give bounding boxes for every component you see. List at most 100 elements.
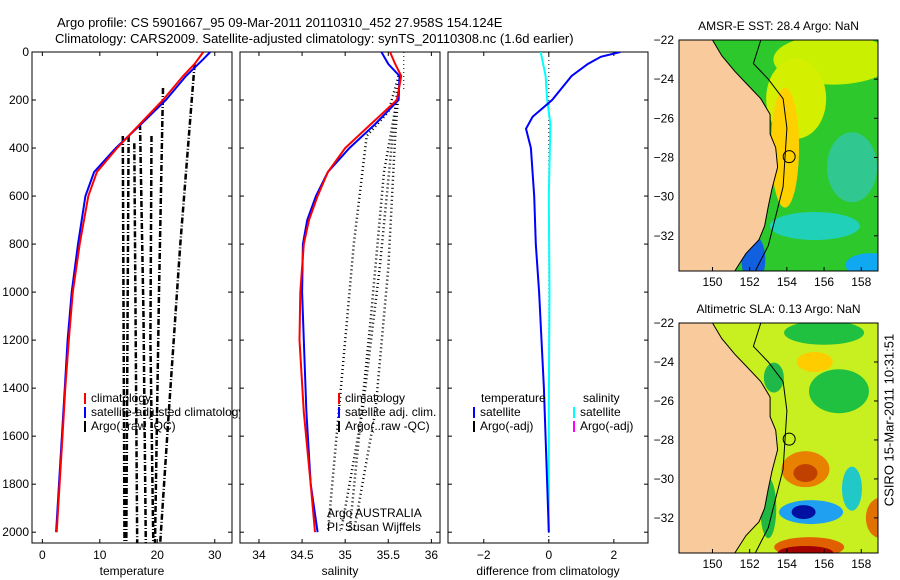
x-axis-label: temperature — [100, 564, 165, 578]
y-tick-label: −22 — [654, 33, 675, 47]
x-tick-label: 154 — [777, 275, 797, 289]
x-tick-label: 150 — [702, 557, 722, 571]
series-group — [298, 52, 403, 533]
high-region — [865, 498, 878, 538]
sla-map-panel: Altimetric SLA: 0.13 Argo: NaN 150 152 154 1… — [654, 302, 879, 571]
series-line-argo-raw-qc- — [158, 63, 196, 543]
series-line-argo-raw-qc- — [133, 143, 139, 543]
y-tick-label: −30 — [654, 472, 675, 486]
series-line-argo-raw-qc- — [149, 135, 155, 543]
series-line-salinity-satellite — [539, 52, 552, 533]
high-core — [777, 546, 834, 553]
legend-label: Argo(-adj) — [480, 419, 533, 433]
y-tick-label: 1200 — [2, 333, 29, 347]
y-tick-label: −22 — [654, 316, 675, 330]
sst-map-panel: AMSR-E SST: 28.4 Argo: NaN 150 152 154 156 15… — [654, 19, 879, 289]
y-tick-label: 600 — [9, 189, 29, 203]
x-axis-label: difference from climatology — [476, 564, 619, 578]
title-line-2: Climatology: CARS2009. Satellite-adjuste… — [55, 31, 574, 46]
temperature-panel: 0 10 20 30 temperature 0 200 400 600 800 1000 1200 1… — [2, 45, 244, 578]
series-group — [55, 52, 211, 543]
y-tick-label: −24 — [654, 72, 675, 86]
y-tick-label: −32 — [654, 229, 675, 243]
cool-region — [769, 211, 860, 240]
x-axis-label: salinity — [322, 564, 359, 578]
y-tick-label: −24 — [654, 355, 675, 369]
x-tick-label: 10 — [93, 548, 107, 562]
x-tick-label: 35.5 — [377, 548, 401, 562]
y-tick-label: −30 — [654, 190, 675, 204]
annotation-line-1: Argo AUSTRALIA — [327, 506, 422, 520]
series-line-temperature-satellite — [524, 52, 621, 533]
x-tick-label: 154 — [777, 557, 797, 571]
x-tick-label: 34.5 — [290, 548, 314, 562]
x-tick-label: 0 — [545, 548, 552, 562]
y-tick-label: 1000 — [2, 285, 29, 299]
y-tick-label: 200 — [9, 93, 29, 107]
legend-label: climatology — [345, 391, 405, 405]
y-tick-label: −32 — [654, 511, 675, 525]
y-tick-label: −26 — [654, 111, 675, 125]
series-line-argo-raw-qc- — [121, 135, 126, 543]
isobath-contour — [752, 323, 788, 553]
series-line-argo-raw-qc- — [138, 123, 148, 543]
legend-swatch — [338, 407, 340, 418]
x-tick-label: 152 — [740, 275, 760, 289]
isobath-contour — [752, 40, 788, 271]
legend-swatch — [473, 421, 475, 432]
x-tick-label: 156 — [814, 275, 834, 289]
legend-header: temperature — [481, 391, 546, 405]
legend-label: satellite-adjusted climatology — [91, 405, 244, 419]
plot-frame — [239, 51, 441, 544]
x-tick-label: 152 — [740, 557, 760, 571]
y-tick-label: 2000 — [2, 525, 29, 539]
y-tick-label: 800 — [9, 237, 29, 251]
y-tick-label: 1400 — [2, 381, 29, 395]
legend-swatch — [84, 393, 86, 404]
x-tick-label: 158 — [851, 275, 871, 289]
x-tick-label: 30 — [208, 548, 222, 562]
map-frame — [678, 322, 879, 554]
map-title: AMSR-E SST: 28.4 Argo: NaN — [698, 19, 859, 33]
salinity-panel: 34 34.5 35 35.5 36 salinity climatologysatelli… — [239, 51, 441, 578]
series-line-argo-raw-qc- — [348, 99, 399, 533]
y-tick-label: −28 — [654, 433, 675, 447]
y-tick-label: −26 — [654, 394, 675, 408]
profile-location-marker — [782, 432, 796, 446]
y-tick-label: 1600 — [2, 429, 29, 443]
low-region — [808, 369, 869, 414]
x-tick-label: 150 — [702, 275, 722, 289]
series-line-argo-raw-qc- — [339, 75, 400, 533]
x-tick-label: 0 — [39, 548, 46, 562]
x-tick-label: −2 — [477, 548, 491, 562]
legend-swatch — [573, 407, 575, 418]
x-tick-label: 20 — [151, 548, 165, 562]
low-region — [784, 323, 865, 345]
map-frame — [678, 39, 879, 272]
series-line-climatology — [298, 52, 403, 533]
x-tick-label: 34 — [252, 548, 266, 562]
cool-region — [826, 132, 877, 203]
y-tick-label: 0 — [22, 45, 29, 59]
legend-swatch — [338, 421, 340, 432]
series-line-climatology — [55, 52, 205, 533]
x-tick-label: 156 — [814, 557, 834, 571]
legend-label: satellite — [580, 405, 621, 419]
legend-swatch — [573, 421, 575, 432]
plot-frame — [31, 51, 233, 544]
legend-label: satellite adj. clim. — [345, 405, 436, 419]
y-tick-label: 1800 — [2, 477, 29, 491]
y-tick-label: −28 — [654, 150, 675, 164]
legend-label: climatology — [91, 391, 151, 405]
warm-current — [771, 87, 800, 208]
x-tick-label: 158 — [851, 557, 871, 571]
legend-label: satellite — [480, 405, 521, 419]
legend-header: salinity — [583, 391, 620, 405]
map-title: Altimetric SLA: 0.13 Argo: NaN — [696, 302, 860, 316]
series-line-argo-raw-qc- — [125, 135, 130, 543]
series-line-argo-raw-qc- — [153, 87, 165, 543]
profile-location-marker — [782, 150, 796, 164]
y-tick-label: 400 — [9, 141, 29, 155]
legend-swatch — [84, 407, 86, 418]
legend-swatch — [338, 393, 340, 404]
